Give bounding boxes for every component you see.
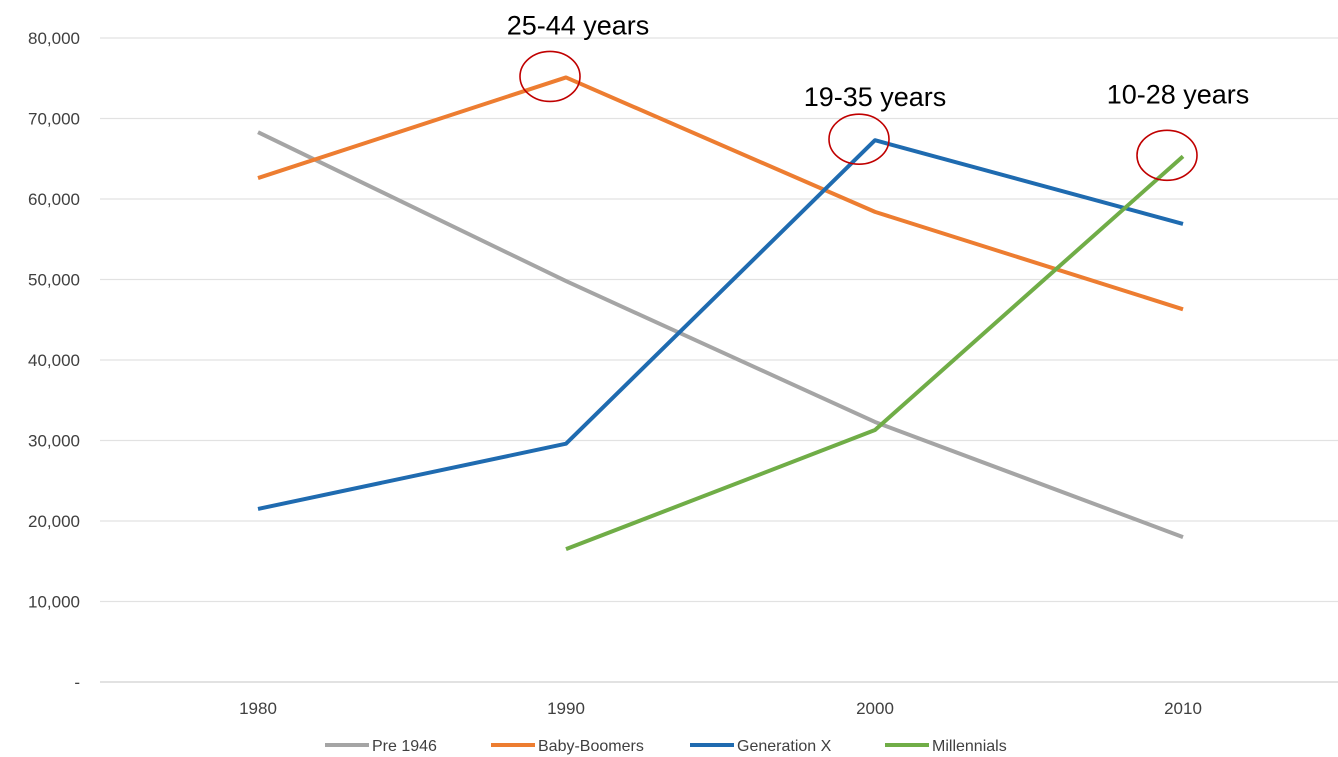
x-tick-label: 1980 <box>239 699 277 718</box>
legend-label: Pre 1946 <box>372 738 437 755</box>
series-line <box>257 75 1184 312</box>
series-line <box>257 130 1184 539</box>
legend-item: Pre 1946 <box>325 738 437 755</box>
data-point <box>873 428 877 432</box>
series-baby-boomers <box>256 75 1185 312</box>
legend-item: Generation X <box>690 738 832 755</box>
legend-label: Generation X <box>737 738 832 755</box>
data-point <box>1181 222 1185 226</box>
data-point <box>256 130 260 134</box>
y-tick-label: 20,000 <box>28 512 80 531</box>
data-point <box>1181 154 1185 158</box>
legend-label: Baby-Boomers <box>538 738 644 755</box>
data-point <box>564 279 568 283</box>
legend-item: Millennials <box>885 738 1007 755</box>
annotation-circle <box>519 50 581 103</box>
y-tick-label: 50,000 <box>28 271 80 290</box>
data-point <box>873 420 877 424</box>
x-tick-label: 1990 <box>547 699 585 718</box>
series-line <box>565 154 1185 552</box>
series-line <box>257 138 1184 511</box>
y-tick-label: - <box>74 673 80 692</box>
y-tick-label: 10,000 <box>28 593 80 612</box>
data-point <box>873 210 877 214</box>
series-millennials <box>564 154 1185 552</box>
y-tick-label: 60,000 <box>28 190 80 209</box>
x-axis: 1980 1990 2000 2010 <box>239 699 1202 718</box>
data-point <box>256 507 260 511</box>
x-tick-label: 2010 <box>1164 699 1202 718</box>
y-tick-label: 70,000 <box>28 110 80 129</box>
legend: Pre 1946 Baby-Boomers Generation X Millenni… <box>325 738 1007 755</box>
data-point <box>1181 535 1185 539</box>
data-point <box>873 138 877 142</box>
legend-label: Millennials <box>932 738 1007 755</box>
y-tick-label: 30,000 <box>28 432 80 451</box>
annotation-circle <box>1136 129 1198 182</box>
data-point <box>1181 307 1185 311</box>
x-tick-label: 2000 <box>856 699 894 718</box>
legend-item: Baby-Boomers <box>491 738 644 755</box>
data-point <box>256 176 260 180</box>
data-point <box>564 547 568 551</box>
series-pre-1946 <box>256 130 1185 539</box>
annotations: 25-44 years 19-35 years 10-28 years <box>507 10 1250 182</box>
data-point <box>564 75 568 79</box>
data-point <box>564 442 568 446</box>
gridlines <box>100 37 1338 683</box>
y-tick-label: 80,000 <box>28 29 80 48</box>
annotation-label: 25-44 years <box>507 10 650 40</box>
annotation-label: 10-28 years <box>1107 79 1250 109</box>
series-lines <box>256 75 1185 552</box>
annotation-label: 19-35 years <box>804 82 947 112</box>
y-axis: - 10,000 20,000 30,000 40,000 50,000 60,000 70,… <box>28 29 80 692</box>
y-tick-label: 40,000 <box>28 351 80 370</box>
series-generation-x <box>256 138 1185 511</box>
annotation-circle <box>828 113 890 166</box>
